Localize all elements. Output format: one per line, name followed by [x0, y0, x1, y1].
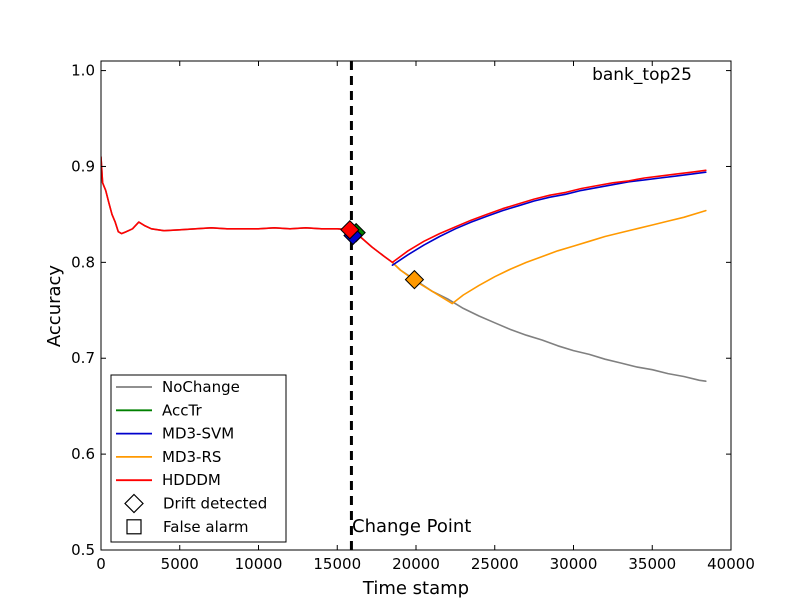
drift-marker-hdddm — [340, 220, 360, 240]
x-tick-label: 40000 — [707, 555, 755, 573]
legend-swatch-false-alarm — [126, 519, 142, 535]
y-tick-label: 1.0 — [71, 62, 95, 80]
y-axis-ticks: 0.5 0.6 0.7 0.8 0.9 1.0 — [71, 62, 731, 559]
legend-label-md3-rs: MD3-RS — [162, 448, 221, 466]
x-tick-label: 10000 — [235, 555, 283, 573]
x-tick-label: 35000 — [628, 555, 676, 573]
x-tick-label: 20000 — [392, 555, 440, 573]
y-tick-label: 0.8 — [71, 253, 95, 271]
legend-label-nochange: NoChange — [162, 378, 240, 396]
drift-markers — [340, 220, 425, 290]
x-tick-label: 0 — [96, 555, 106, 573]
x-axis-ticks: 0 5000 10000 15000 20000 25000 30000 35000 40000 — [96, 61, 755, 573]
y-axis-label: Accuracy — [44, 265, 65, 348]
legend-label-hdddm: HDDDM — [162, 471, 221, 489]
legend-swatch-drift-detected — [124, 493, 144, 514]
series-line-md3-rs — [391, 209, 707, 305]
drift-marker-md3-rs — [404, 269, 425, 290]
legend-label-md3-svm: MD3-SVM — [162, 425, 234, 443]
x-tick-label: 25000 — [471, 555, 519, 573]
change-point-label: Change Point — [352, 516, 471, 537]
x-tick-label: 5000 — [161, 555, 199, 573]
legend-box — [110, 374, 287, 543]
y-tick-label: 0.6 — [71, 445, 95, 463]
x-tick-label: 15000 — [313, 555, 361, 573]
x-axis-label: Time stamp — [362, 578, 469, 599]
legend: NoChange AccTr MD3-SVM MD3-RS HDDDM Drift det… — [110, 374, 287, 543]
legend-label-drift-detected: Drift detected — [163, 495, 267, 513]
y-tick-label: 0.9 — [71, 157, 95, 175]
y-tick-label: 0.7 — [71, 349, 95, 367]
legend-label-acctr: AccTr — [162, 401, 202, 419]
chart-title: bank_top25 — [592, 65, 692, 85]
x-tick-label: 30000 — [550, 555, 598, 573]
y-tick-label: 0.5 — [71, 541, 95, 559]
series-line-md3-svm — [391, 171, 707, 267]
legend-label-false-alarm: False alarm — [163, 518, 249, 536]
